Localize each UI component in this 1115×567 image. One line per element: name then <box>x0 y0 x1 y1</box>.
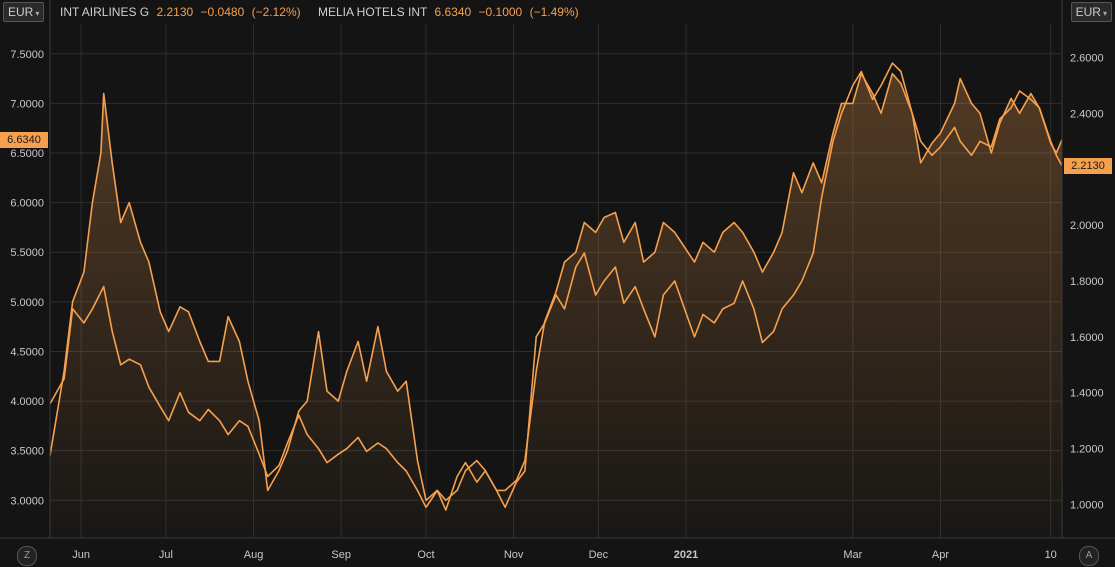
y-right-tick-label: 2.4000 <box>1070 108 1104 120</box>
x-tick-label: Aug <box>244 549 264 561</box>
left-currency-label: EUR <box>8 5 34 19</box>
x-tick-label: 2021 <box>674 549 698 561</box>
legend-name: MELIA HOTELS INT <box>317 5 428 19</box>
y-left-tick-label: 3.5000 <box>10 446 44 458</box>
legend-change: −0.1000 <box>478 5 523 19</box>
y-left-tick-label: 4.0000 <box>10 396 44 408</box>
series-line-melia-hotels-int[interactable] <box>49 72 1063 502</box>
legend-value: 2.2130 <box>156 5 194 19</box>
y-left-tick-label: 7.0000 <box>10 98 44 110</box>
y-right-tick-label: 1.6000 <box>1070 332 1104 344</box>
y-left-tick-label: 4.5000 <box>10 346 44 358</box>
legend-value: 6.6340 <box>434 5 472 19</box>
auto-scale-button[interactable]: A <box>1079 546 1099 566</box>
left-currency-selector[interactable]: EUR ▾ <box>3 2 45 22</box>
y-left-tick-label: 6.5000 <box>10 148 44 160</box>
x-tick-label: 10 <box>1045 549 1057 561</box>
y-right-tick-label: 1.4000 <box>1070 388 1104 400</box>
legend-pct: (−2.12%) <box>251 5 301 19</box>
legend-name: INT AIRLINES G <box>60 5 150 19</box>
x-tick-label: Mar <box>843 549 862 561</box>
chevron-down-icon: ▾ <box>35 9 40 18</box>
y-right-tick-label: 1.0000 <box>1070 499 1104 511</box>
x-tick-label: Oct <box>417 549 434 561</box>
last-price-badge-right: 2.2130 <box>1064 157 1112 174</box>
chart-legend: INT AIRLINES G 2.2130 −0.0480 (−2.12%) M… <box>60 5 593 19</box>
y-right-tick-label: 1.2000 <box>1070 444 1104 456</box>
x-tick-label: Jun <box>72 549 90 561</box>
x-tick-label: Jul <box>159 549 173 561</box>
y-right-tick-label: 2.6000 <box>1070 53 1104 65</box>
x-tick-label: Apr <box>932 549 949 561</box>
x-tick-label: Sep <box>331 549 351 561</box>
y-left-tick-label: 3.0000 <box>10 495 44 507</box>
y-left-tick-label: 7.5000 <box>10 49 44 61</box>
series-layer <box>49 62 1063 538</box>
y-left-tick-label: 5.0000 <box>10 297 44 309</box>
series-area-melia-hotels-int <box>50 73 1062 538</box>
y-left-tick-label: 5.5000 <box>10 247 44 259</box>
chevron-down-icon: ▾ <box>1102 9 1107 18</box>
x-tick-label: Nov <box>504 549 524 561</box>
y-right-tick-label: 2.0000 <box>1070 220 1104 232</box>
right-currency-label: EUR <box>1075 5 1101 19</box>
y-right-tick-label: 1.8000 <box>1070 276 1104 288</box>
legend-change: −0.0480 <box>200 5 245 19</box>
x-tick-label: Dec <box>589 549 609 561</box>
series-line-int-airlines-g[interactable] <box>49 62 1063 511</box>
legend-item-int-airlines[interactable]: INT AIRLINES G 2.2130 −0.0480 (−2.12%) <box>60 5 304 19</box>
legend-item-melia-hotels[interactable]: MELIA HOTELS INT 6.6340 −0.1000 (−1.49%) <box>318 5 579 19</box>
right-currency-selector[interactable]: EUR ▾ <box>1070 2 1112 22</box>
last-price-badge-left: 6.6340 <box>0 131 48 148</box>
zoom-button[interactable]: Z <box>17 546 37 566</box>
y-left-tick-label: 6.0000 <box>10 198 44 210</box>
legend-pct: (−1.49%) <box>529 5 579 19</box>
